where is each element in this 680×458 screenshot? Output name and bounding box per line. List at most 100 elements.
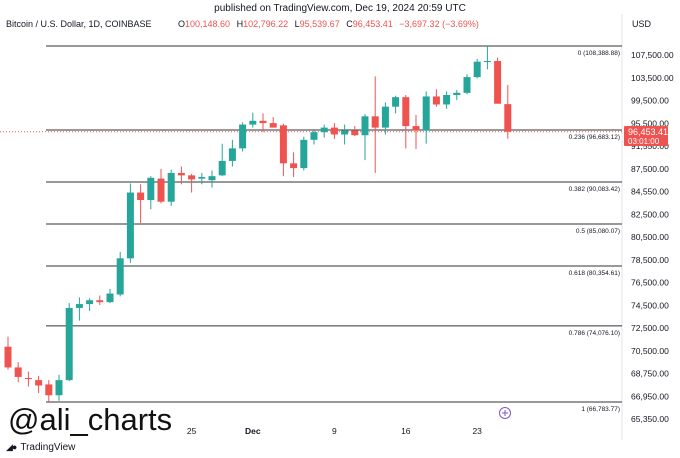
candle [371,76,379,173]
candle-body [483,60,491,62]
last-price-value: 96,453.41 [628,127,668,137]
candle [463,74,471,95]
candle [96,295,104,306]
candle-body [198,176,206,179]
candle-body [86,300,94,305]
candle [198,172,206,185]
candle [75,297,83,321]
candle [228,139,236,167]
candle [35,375,43,394]
tradingview-logo-icon: ◢● [6,442,17,452]
plus-circle-icon[interactable] [499,407,511,419]
price-axis[interactable]: 107,500.00103,500.0099,500.0095,500.0091… [631,50,674,424]
candle [361,114,369,161]
watermark-handle: @ali_charts [8,402,172,437]
candle-body [412,126,420,131]
candle [259,113,267,133]
candle [249,112,257,128]
time-tick-label: 25 [187,426,197,436]
candle-body [463,77,471,93]
candle [422,91,430,144]
candle [392,95,400,114]
time-axis[interactable]: 25 Dec 9 16 23 [187,426,482,436]
candle-body [290,163,298,169]
time-tick-label: 9 [332,426,337,436]
price-tick-label: 78,500.00 [631,255,669,265]
price-tick-label: 95,500.00 [631,118,669,128]
candle-body [330,127,338,135]
candle [494,57,502,104]
published-caption: published on TradingView.com, Dec 19, 20… [214,3,466,14]
candle-body [422,96,430,131]
fib-level-label: 0 (108,388.88) [578,50,620,57]
candle [167,169,175,206]
candle [443,91,451,109]
candle-body [320,127,328,133]
close-label: C [346,19,353,29]
candle-body [167,172,175,202]
candlestick-series [4,46,512,403]
candle [310,129,318,145]
candle [381,102,389,135]
price-tick-label: 68,750.00 [631,369,669,379]
candle-body [157,178,165,202]
candle-body [249,120,257,125]
candle [106,288,114,304]
time-tick-label: Dec [245,426,261,436]
candle-body [177,172,185,176]
candle-body [218,160,226,176]
candle-body [351,130,359,136]
candle-body [75,304,83,308]
candle [453,89,461,101]
candle [177,166,185,185]
candle-body [269,123,277,128]
candle-body [494,60,502,104]
candle-body [361,116,369,136]
candle [137,184,145,223]
candle [86,298,94,311]
candle-body [310,132,318,140]
symbol-name: Bitcoin / U.S. Dollar, 1D, COINBASE [6,19,152,29]
fibonacci-retracement[interactable]: 0 (108,388.88) 0.236 (96,683.12) 0.382 (90… [46,45,622,413]
currency-label: USD [632,19,652,29]
candle [290,152,298,177]
candle [24,371,32,387]
fib-level-label: 0.5 (85,080.07) [576,228,620,235]
price-tick-label: 80,500.00 [631,232,669,242]
ohlc-legend: O100,148.60 H102,796.22 L95,539.67 C96,4… [178,19,479,29]
candle [432,89,440,107]
candle-body [392,97,400,107]
tradingview-logo[interactable]: ◢● TradingView [6,442,75,453]
low-value: 95,539.67 [300,19,340,29]
price-tick-label: 103,500.00 [631,73,674,83]
candle-body [504,104,512,132]
candle-body [402,97,410,127]
candle [412,114,420,150]
candle-body [96,300,104,303]
candle-body [279,125,287,164]
candle-body [208,176,216,181]
high-value: 102,796.22 [243,19,288,29]
change-value: −3,697.32 (−3.69%) [399,19,479,29]
candle [218,143,226,177]
price-tick-label: 66,950.00 [631,391,669,401]
candle-body [106,293,114,303]
countdown-value: 03:01:00 [628,137,660,146]
candle-body [259,120,267,124]
price-tick-label: 65,350.00 [631,414,669,424]
candle [157,168,165,204]
fib-level-label: 0.786 (74,076.10) [569,330,620,337]
candle [45,380,53,403]
time-tick-label: 16 [401,426,411,436]
candle [65,303,73,382]
candle [320,124,328,138]
tradingview-logo-text: TradingView [20,442,76,453]
price-tick-label: 72,500.00 [631,323,669,333]
candle [351,126,359,136]
candle-body [300,139,308,169]
open-value: 100,148.60 [185,19,230,29]
candle-body [14,367,22,377]
candle [473,58,481,79]
candle [269,117,277,128]
